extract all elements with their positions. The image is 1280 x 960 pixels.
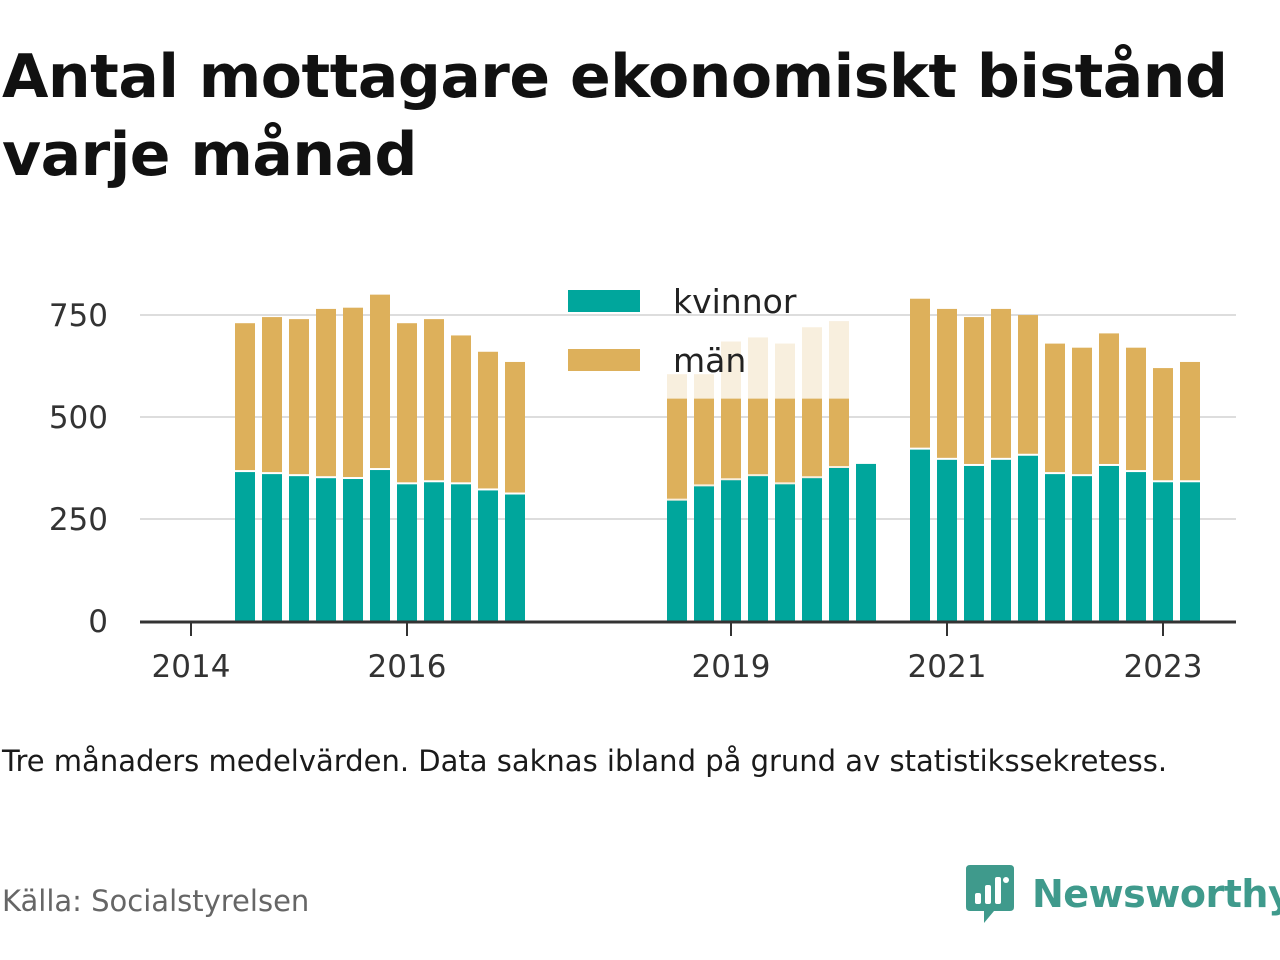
bar-kvinnor — [748, 476, 768, 621]
bar-man — [505, 361, 525, 493]
bar-kvinnor — [505, 494, 525, 621]
bar-man — [370, 294, 390, 469]
newsworthy-logo[interactable]: Newsworthy — [964, 862, 1280, 926]
newsworthy-chart-bubble-icon — [966, 865, 1014, 923]
x-tick-label: 2019 — [692, 649, 771, 685]
bar-man — [1045, 343, 1065, 473]
bar-kvinnor — [694, 486, 714, 621]
y-tick-label: 500 — [49, 400, 108, 436]
legend-label-man: män — [673, 341, 746, 380]
bar-man — [829, 398, 849, 466]
source-text: Källa: Socialstyrelsen — [2, 884, 310, 918]
chart-title: Antal mottagare ekonomiskt bistånd varje… — [2, 42, 1228, 190]
bar-kvinnor — [424, 482, 444, 621]
legend-label-kvinnor: kvinnor — [673, 282, 797, 321]
bar-man — [937, 308, 957, 458]
x-tick-label: 2023 — [1124, 649, 1203, 685]
x-tick-label: 2014 — [152, 649, 231, 685]
x-axis: 2014 2016 2019 2021 2023 — [140, 620, 1236, 685]
bar-kvinnor — [667, 500, 687, 621]
bar-kvinnor — [721, 480, 741, 621]
bar-kvinnor — [1018, 455, 1038, 621]
legend-swatch-kvinnor — [568, 290, 640, 312]
bar-man — [667, 398, 687, 499]
y-tick-label: 250 — [49, 502, 108, 538]
bar-kvinnor — [262, 474, 282, 621]
bar-man — [1126, 347, 1146, 471]
bar-man — [262, 317, 282, 473]
bar-man — [289, 319, 309, 475]
x-tick-label: 2021 — [908, 649, 987, 685]
bar-kvinnor — [991, 459, 1011, 621]
y-tick-label: 0 — [88, 604, 108, 640]
y-axis-labels: 0 250 500 750 — [49, 298, 108, 640]
bar-man — [343, 307, 363, 478]
bar-chart: 0 250 500 750 2014 2016 2019 2021 2023 kvinnor m… — [49, 282, 1236, 685]
bar-kvinnor — [316, 478, 336, 621]
y-tick-label: 750 — [49, 298, 108, 334]
bar-kvinnor — [829, 468, 849, 621]
bar-kvinnor — [370, 470, 390, 621]
bar-man — [478, 351, 498, 489]
bar-kvinnor — [1072, 476, 1092, 621]
bar-man — [991, 308, 1011, 458]
bar-man — [1180, 361, 1200, 481]
bar-man — [1153, 368, 1173, 481]
bar-man — [748, 398, 768, 475]
bar-man — [1018, 315, 1038, 454]
bar-kvinnor — [451, 484, 471, 621]
bar-man — [1072, 347, 1092, 475]
x-tick-label: 2016 — [368, 649, 447, 685]
bar-man — [1099, 333, 1119, 464]
bar-man — [397, 323, 417, 483]
bar-kvinnor — [775, 484, 795, 621]
bar-kvinnor — [1126, 472, 1146, 621]
bar-kvinnor — [964, 465, 984, 621]
bar-kvinnor — [397, 484, 417, 621]
bar-man — [316, 308, 336, 477]
bar-kvinnor — [1045, 474, 1065, 621]
bar-man — [721, 398, 741, 479]
bar-man — [451, 335, 471, 483]
bar-kvinnor — [937, 459, 957, 621]
bar-man — [802, 398, 822, 477]
bar-kvinnor — [235, 472, 255, 621]
bar-kvinnor — [802, 478, 822, 621]
legend: kvinnor män — [568, 282, 797, 380]
bar-man — [424, 319, 444, 481]
bar-kvinnor — [289, 476, 309, 621]
bar-kvinnor — [910, 449, 930, 621]
bar-man — [235, 323, 255, 471]
bar-kvinnor — [1099, 465, 1119, 621]
bar-man — [910, 298, 930, 448]
legend-swatch-man — [568, 349, 640, 371]
bar-man — [964, 317, 984, 464]
bars — [235, 294, 1200, 621]
brand-name: Newsworthy — [1032, 872, 1280, 916]
chart-note: Tre månaders medelvärden. Data saknas ib… — [2, 744, 1168, 778]
bar-kvinnor — [478, 490, 498, 621]
bar-kvinnor — [1153, 482, 1173, 621]
bar-kvinnor — [856, 463, 876, 621]
bar-man — [694, 398, 714, 485]
bar-man — [775, 398, 795, 483]
bar-kvinnor — [343, 479, 363, 621]
bar-kvinnor — [1180, 482, 1200, 621]
